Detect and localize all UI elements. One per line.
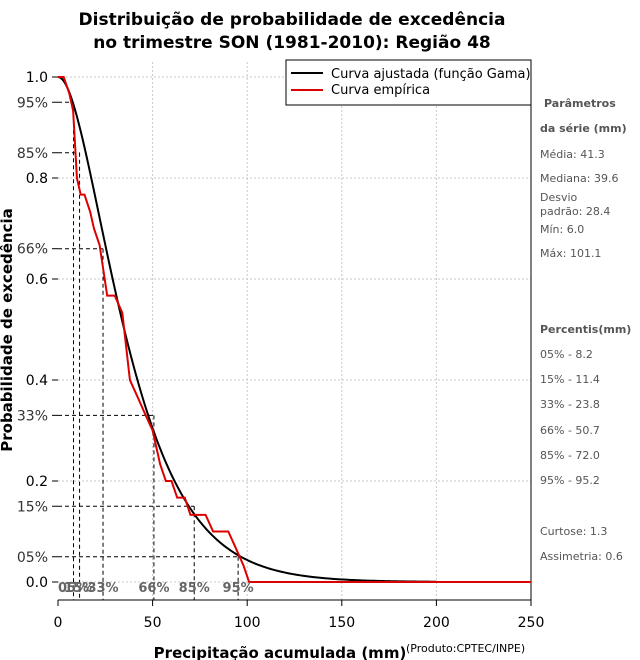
y-tick-label-0.0: 0.0: [26, 575, 48, 591]
y-tick-label-0.2: 0.2: [26, 474, 48, 490]
param-desvio-2: padrão: 28.4: [540, 205, 610, 218]
y-tick-label-0.8: 0.8: [26, 171, 48, 187]
x-pct-label-1: 15%: [64, 581, 95, 596]
y-axis-ticks: 0.0 0.2 0.4 0.6 0.8 1.0 05% 15% 33% 66% 85% 95%: [17, 70, 58, 591]
credit-label: (Produto:CPTEC/INPE): [406, 642, 525, 655]
x-percent-labels: 05%15%33% 66% 85% 95%: [58, 581, 254, 596]
empirical-curve: [58, 76, 531, 583]
x-tick-label-50: 50: [144, 615, 162, 631]
x-pct-label-3: 66%: [138, 581, 169, 596]
params-title-1: Parâmetros: [544, 97, 616, 110]
grid: [58, 62, 531, 600]
param-max: Máx: 101.1: [540, 247, 601, 260]
assimetria: Assimetria: 0.6: [540, 550, 623, 563]
percentil-05: 05% - 8.2: [540, 348, 593, 361]
percentil-66: 66% - 50.7: [540, 424, 600, 437]
y-tick-label-0.6: 0.6: [26, 272, 48, 288]
x-axis-title: Precipitação acumulada (mm): [154, 644, 407, 660]
x-tick-label-150: 150: [328, 615, 355, 631]
y-pct-tick-label-0: 05%: [17, 550, 48, 566]
legend-empirical-label: Curva empírica: [331, 83, 430, 98]
legend: Curva ajustada (função Gama) Curva empír…: [285, 59, 532, 106]
x-tick-label-250: 250: [518, 615, 545, 631]
param-media: Média: 41.3: [540, 148, 605, 161]
percentile-guides: [58, 101, 239, 600]
x-tick-label-200: 200: [423, 615, 450, 631]
gamma-curve: [57, 76, 437, 583]
x-pct-label-5: 95%: [223, 581, 254, 596]
x-pct-label-0: 05%: [58, 581, 89, 596]
x-tick-label-100: 100: [234, 615, 261, 631]
legend-box: [285, 59, 532, 106]
x-axis-ticks: 0 50 100 150 200 250: [54, 600, 545, 631]
percentil-95: 95% - 95.2: [540, 474, 600, 487]
param-mediana: Mediana: 39.6: [540, 172, 618, 185]
x-pct-label-4: 85%: [179, 581, 210, 596]
chart-title-line2: no trimestre SON (1981-2010): Região 48: [93, 33, 490, 53]
percentil-33: 33% - 23.8: [540, 398, 600, 411]
legend-gamma-label: Curva ajustada (função Gama): [331, 67, 531, 82]
percentil-85: 85% - 72.0: [540, 449, 600, 462]
percentis-title: Percentis(mm): [540, 323, 631, 336]
y-tick-label-1.0: 1.0: [26, 70, 48, 86]
side-panel: Parâmetros da série (mm) Média: 41.3 Med…: [540, 97, 631, 563]
y-tick-label-0.4: 0.4: [26, 373, 48, 389]
percentil-15: 15% - 11.4: [540, 373, 600, 386]
y-pct-tick-label-3: 66%: [17, 242, 48, 258]
y-axis-title: Probabilidade de excedência: [0, 208, 16, 452]
y-pct-tick-label-5: 95%: [17, 95, 48, 111]
x-pct-label-2: 33%: [87, 581, 118, 596]
params-title-2: da série (mm): [540, 122, 627, 135]
y-pct-tick-label-1: 15%: [17, 499, 48, 515]
curtose: Curtose: 1.3: [540, 525, 607, 538]
param-desvio-1: Desvio: [540, 191, 578, 204]
x-tick-label-0: 0: [54, 615, 63, 631]
y-pct-tick-label-2: 33%: [17, 408, 48, 424]
y-pct-tick-label-4: 85%: [17, 146, 48, 162]
chart-title-line1: Distribuição de probabilidade de excedên…: [79, 10, 506, 30]
param-min: Mín: 6.0: [540, 223, 584, 236]
